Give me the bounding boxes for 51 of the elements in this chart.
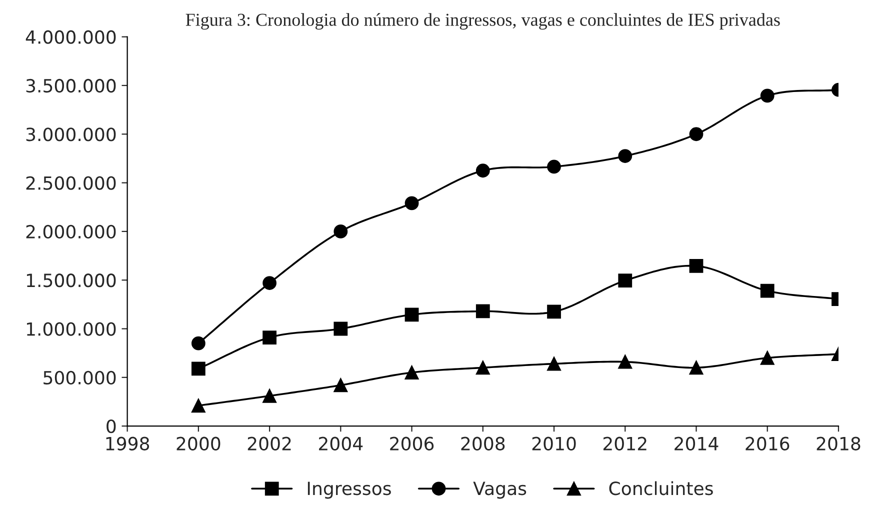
- point: [191, 362, 206, 376]
- point: [547, 304, 561, 319]
- point: [334, 224, 348, 238]
- point: [262, 330, 276, 344]
- point: [476, 304, 490, 318]
- y-tick-label: 2.500.000: [26, 176, 116, 190]
- legend-label: Ingressos: [308, 482, 391, 499]
- point: [618, 354, 632, 369]
- y-tick-label: 0: [106, 420, 116, 434]
- x-tick-label: 2004: [319, 436, 363, 450]
- x-tick-label: 2012: [603, 436, 646, 450]
- x-tick-label: 2010: [532, 436, 576, 450]
- y-tick-label: 1.000.000: [26, 322, 116, 336]
- legend-label: Vagas: [473, 482, 526, 499]
- point: [404, 196, 419, 210]
- x-tick-label: 2014: [674, 436, 718, 450]
- y-tick-label: 4.000.000: [26, 30, 116, 44]
- y-tick-label: 2.000.000: [26, 224, 116, 239]
- legend-label: Concluintes: [609, 481, 713, 496]
- y-tick-label: 3.500.000: [26, 78, 116, 93]
- point: [476, 164, 490, 178]
- y-tick-label: 3.000.000: [26, 128, 116, 142]
- point: [334, 322, 348, 336]
- point: [547, 160, 561, 174]
- point: [618, 149, 632, 163]
- point: [191, 398, 206, 413]
- y-tick-label: 1.500.000: [26, 274, 116, 288]
- point: [334, 378, 348, 392]
- point: [760, 351, 774, 365]
- point: [618, 274, 632, 288]
- point: [760, 284, 774, 298]
- x-tick-label: 1998: [106, 436, 150, 450]
- point: [404, 366, 419, 380]
- x-tick-label: 2002: [248, 436, 291, 450]
- point: [476, 360, 490, 375]
- point: [191, 336, 206, 350]
- point: [689, 360, 704, 375]
- point: [689, 259, 704, 273]
- point: [689, 127, 704, 142]
- point: [404, 308, 419, 322]
- point: [760, 88, 774, 103]
- x-tick-label: 2000: [176, 436, 220, 450]
- point: [547, 356, 561, 371]
- point: [262, 388, 276, 403]
- x-tick-label: 2016: [746, 436, 790, 450]
- x-tick-label: 2006: [390, 436, 434, 450]
- chart-title: Figura 3: Cronologia do número de ingressos, vagas e concluintes de IES privadas: [186, 13, 780, 30]
- point: [262, 276, 276, 290]
- x-tick-label: 2018: [816, 436, 860, 450]
- y-tick-label: 500.000: [44, 370, 116, 385]
- x-tick-label: 2008: [461, 436, 505, 450]
